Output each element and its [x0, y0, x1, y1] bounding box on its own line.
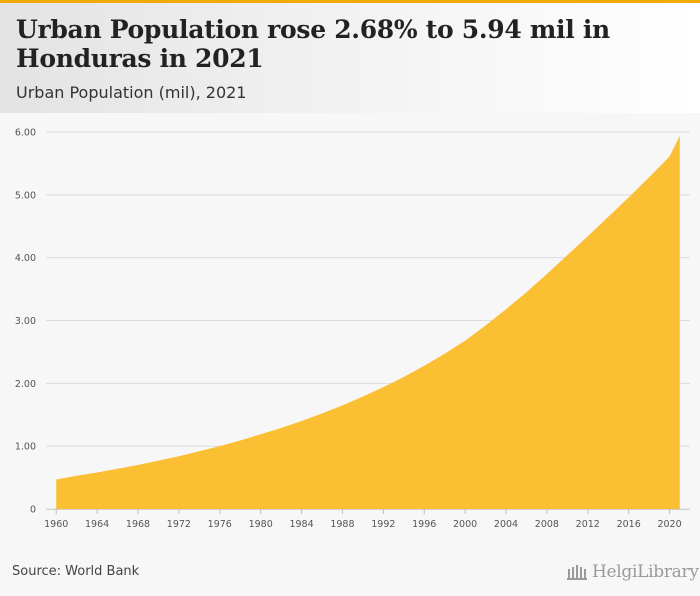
- y-tick-label: 2.00: [15, 379, 36, 390]
- y-axis: 0 1.00 2.00 3.00 4.00 5.00 6.00: [15, 128, 36, 516]
- chart-subtitle: Urban Population (mil), 2021: [16, 83, 247, 102]
- x-tick-label: 2004: [494, 519, 518, 530]
- logo-text: HelgiLibrary: [592, 562, 699, 582]
- chart-area: 0 1.00 2.00 3.00 4.00 5.00 6.00 1960 1964 1968 19…: [0, 113, 700, 550]
- y-tick-label: 6.00: [15, 128, 36, 139]
- x-axis: 1960 1964 1968 1972 1976 1980 1984 1988 1992 1996…: [44, 509, 690, 530]
- x-tick-label: 1980: [249, 519, 273, 530]
- x-tick-label: 1972: [167, 519, 191, 530]
- x-tick-label: 1992: [371, 519, 395, 530]
- x-tick-label: 1968: [126, 519, 150, 530]
- y-tick-label: 1.00: [15, 442, 36, 453]
- x-tick-label: 1984: [289, 519, 313, 530]
- x-tick-label: 1988: [330, 519, 354, 530]
- library-columns-icon: [567, 565, 587, 580]
- helgi-library-logo[interactable]: HelgiLibrary: [566, 560, 699, 584]
- x-tick-label: 1996: [412, 519, 436, 530]
- area-series: [56, 135, 680, 509]
- y-tick-label: 3.00: [15, 316, 36, 327]
- x-tick-label: 2020: [657, 519, 681, 530]
- y-tick-label: 4.00: [15, 253, 36, 264]
- x-tick-label: 1976: [208, 519, 232, 530]
- x-tick-label: 1964: [85, 519, 109, 530]
- y-tick-label: 5.00: [15, 190, 36, 201]
- source-note: Source: World Bank: [12, 564, 140, 579]
- y-tick-label: 0: [30, 505, 36, 516]
- chart-title: Urban Population rose 2.68% to 5.94 mil …: [16, 15, 610, 73]
- x-tick-label: 2008: [535, 519, 559, 530]
- x-tick-label: 2016: [617, 519, 641, 530]
- area-chart: 01.002.003.004.005.006.00 1960 1964 1968 19…: [15, 128, 690, 530]
- x-tick-label: 2000: [453, 519, 477, 530]
- x-tick-label: 1960: [44, 519, 68, 530]
- chart-header: Urban Population rose 2.68% to 5.94 mil …: [0, 3, 700, 113]
- urban-population-area: [56, 135, 680, 509]
- x-tick-label: 2012: [576, 519, 600, 530]
- accent-bar: [0, 0, 700, 3]
